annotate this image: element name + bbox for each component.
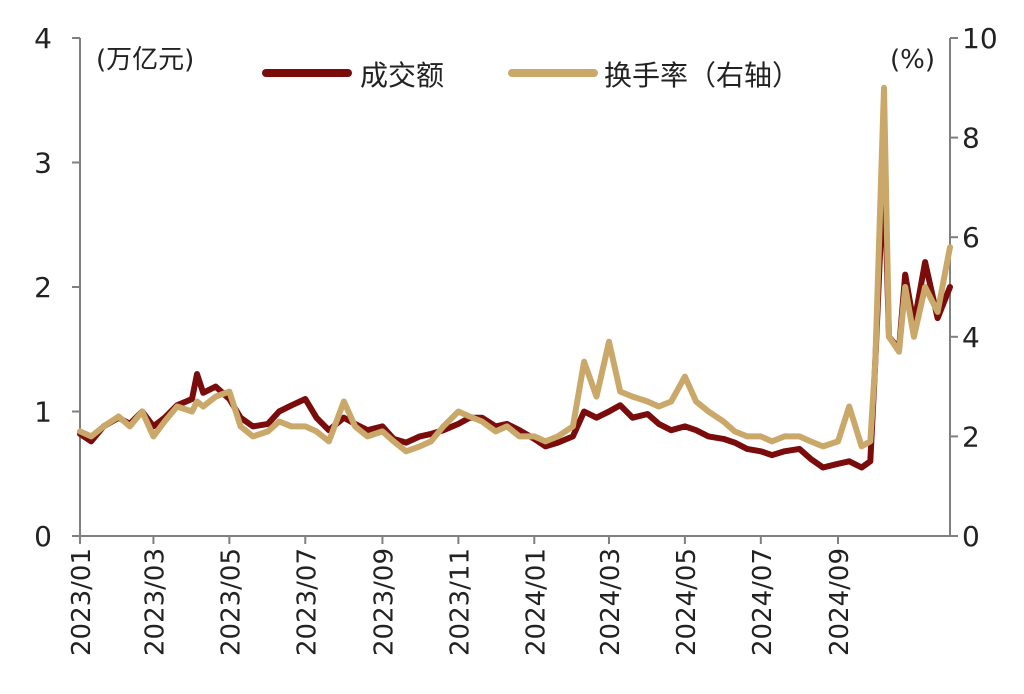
right-axis-unit: (%) (890, 45, 935, 75)
series-line-turnover-rate (77, 84, 953, 455)
x-tick-label: 2023/11 (445, 548, 475, 656)
right-y-tick-label: 10 (962, 22, 998, 55)
x-tick-label: 2023/09 (369, 548, 399, 656)
left-y-tick-label: 3 (34, 147, 52, 180)
left-y-tick-label: 1 (34, 396, 52, 429)
series (77, 84, 953, 471)
right-y-tick-label: 0 (962, 520, 980, 553)
left-y-tick-label: 0 (34, 520, 52, 553)
ticks: 0 1 2 3 4 0 2 4 6 8 10 2023/01 2023/03 2023/05 2023/07… (34, 22, 997, 656)
x-tick-label: 2023/05 (216, 548, 246, 656)
x-tick-label: 2024/01 (521, 548, 551, 656)
legend-label-turnover-value: 成交额 (360, 59, 444, 92)
series-line-turnover-value (77, 159, 953, 471)
x-tick-label: 2023/03 (140, 548, 170, 656)
x-tick-label: 2024/07 (748, 548, 778, 656)
x-tick-label: 2024/09 (825, 548, 855, 656)
legend: 成交额 换手率（右轴） (262, 59, 800, 92)
left-y-tick-label: 2 (34, 271, 52, 304)
x-tick-label: 2023/07 (292, 548, 322, 656)
right-y-tick-label: 4 (962, 321, 980, 354)
axes (79, 38, 951, 537)
left-y-tick-label: 4 (34, 22, 52, 55)
right-y-tick-label: 8 (962, 122, 980, 155)
x-tick-label: 2023/01 (67, 548, 97, 656)
x-tick-label: 2024/03 (596, 548, 626, 656)
legend-label-turnover-rate: 换手率（右轴） (604, 59, 800, 92)
right-y-tick-label: 6 (962, 221, 980, 254)
right-y-tick-label: 2 (962, 420, 980, 453)
left-axis-unit: (万亿元) (96, 45, 194, 75)
x-tick-label: 2024/05 (672, 548, 702, 656)
